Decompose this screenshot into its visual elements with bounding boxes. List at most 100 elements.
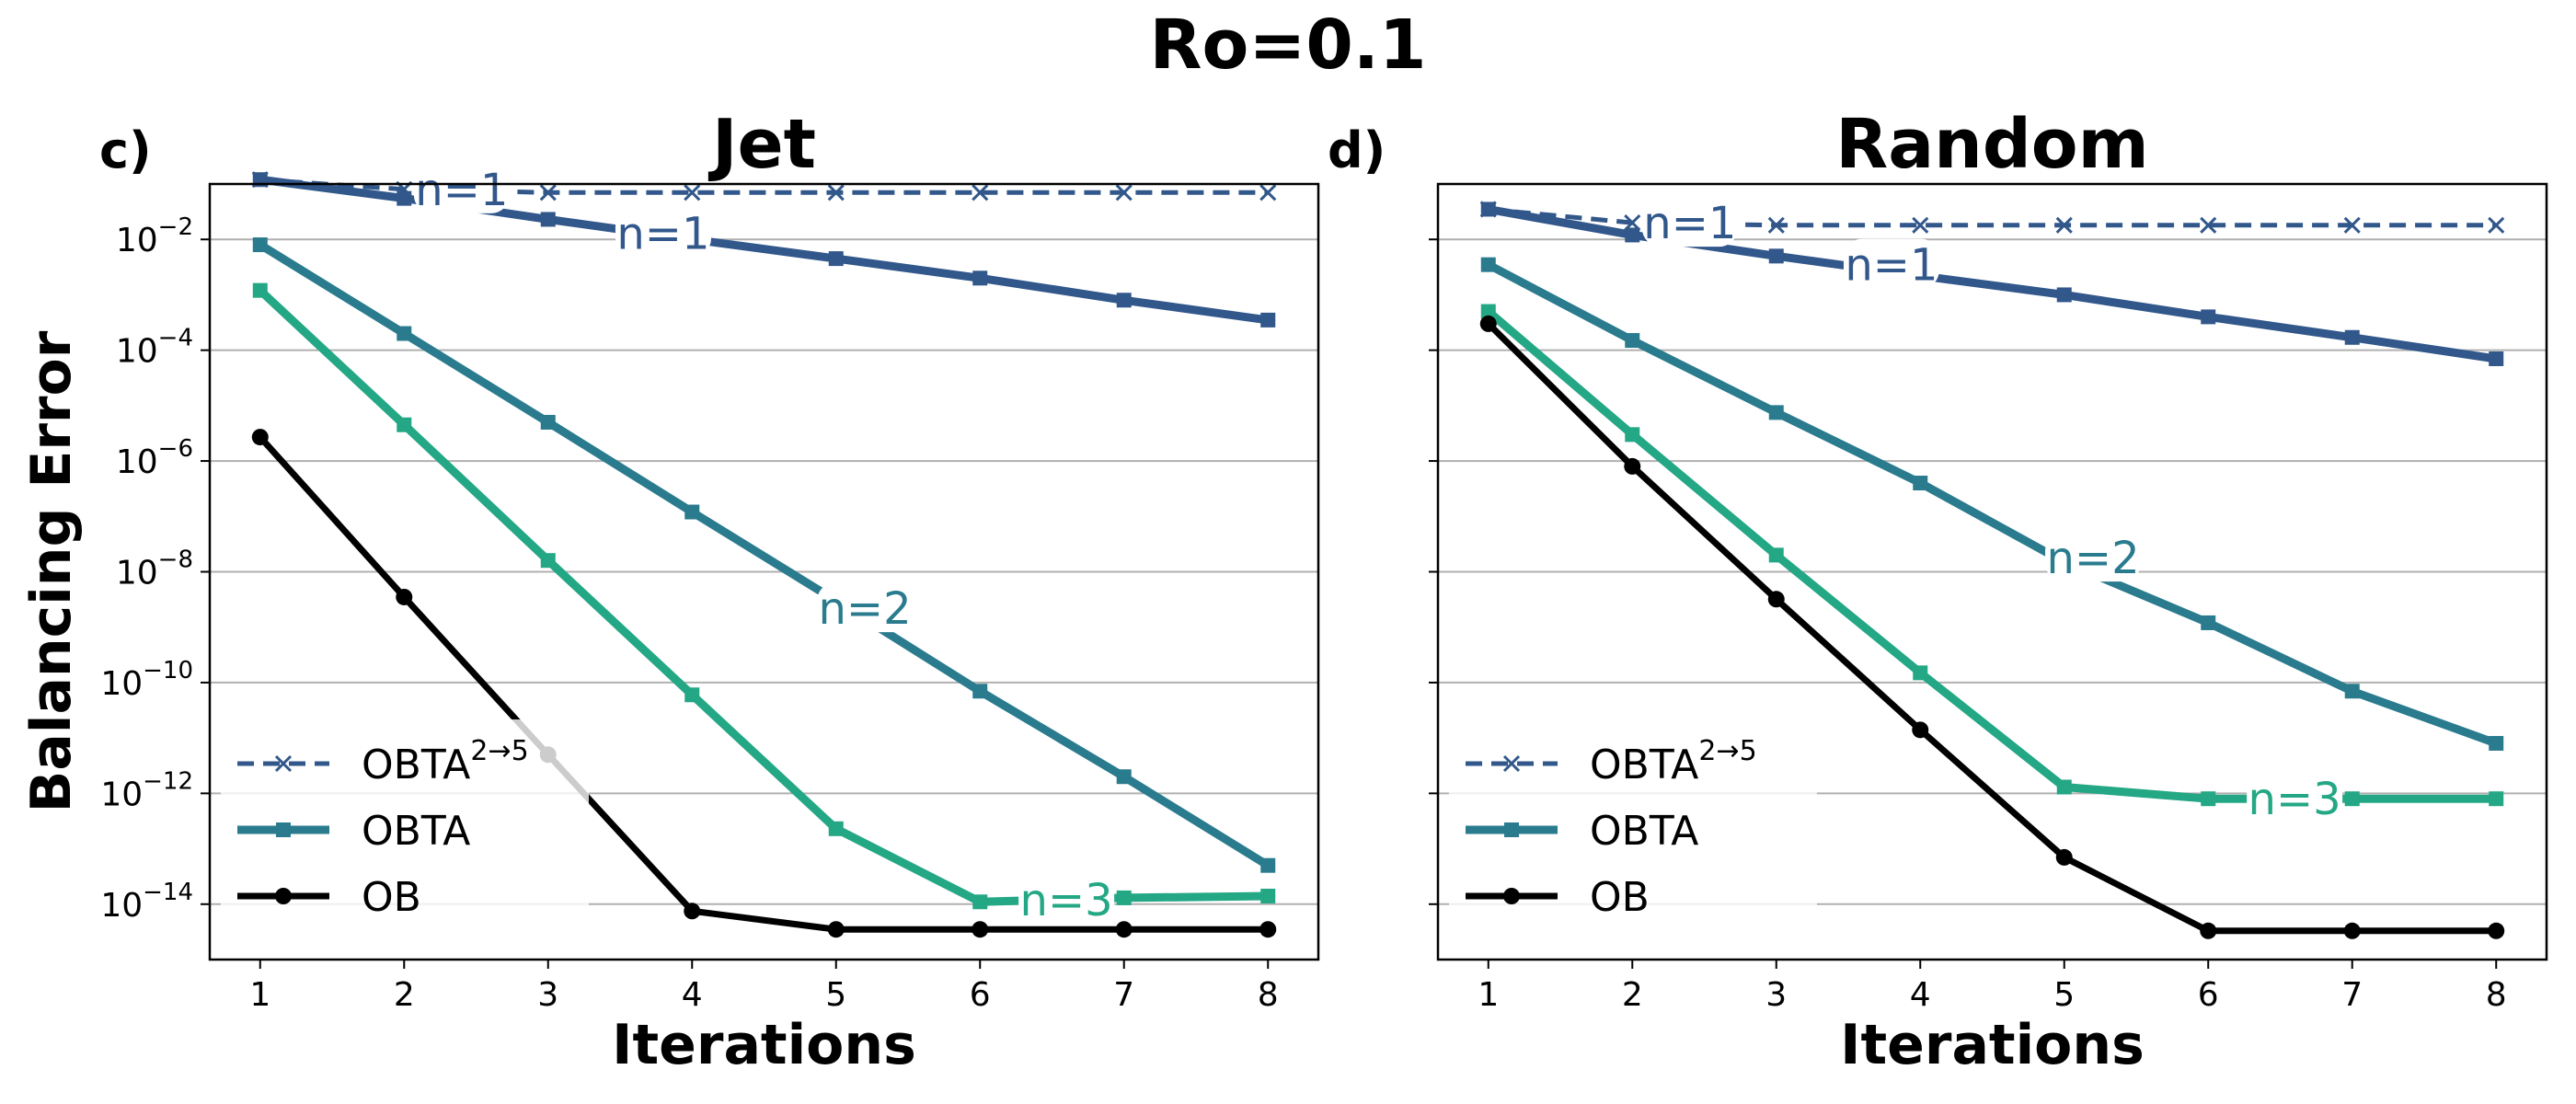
data-point (2343, 922, 2361, 939)
x-tick-label: 7 (2341, 976, 2363, 1014)
data-point (540, 212, 556, 227)
y-tick-label: 10−6 (116, 435, 193, 481)
x-tick-label: 7 (1113, 976, 1134, 1014)
legend-label: OBTA (362, 808, 470, 855)
panel-title: Jet (707, 105, 816, 184)
inline-label: n=2 (818, 583, 911, 635)
inline-label-bg (817, 582, 914, 633)
data-point (1913, 476, 1928, 491)
data-point (2056, 287, 2072, 303)
legend-label: OBTA2→5 (1590, 735, 1757, 788)
y-tick-label: 10−8 (116, 546, 193, 592)
inline-label-bg (1018, 874, 1115, 925)
inline-label-bg (413, 163, 510, 213)
legend-entry: OB (237, 874, 421, 921)
legend-marker (1502, 754, 1521, 773)
inline-label-bg (1641, 197, 1738, 247)
panel-c: 10−2 10−4 10−6 10−8 10−10 10−12 10−14 1 2 3 4 5 6 7 8 n… (19, 105, 1320, 1077)
inline-label: n=3 (1020, 875, 1113, 926)
data-point (1259, 184, 1277, 201)
data-point (828, 821, 844, 836)
legend-entry: OBTA (1466, 808, 1698, 855)
x-tick-label: 3 (1765, 976, 1787, 1014)
data-point (2489, 791, 2504, 807)
data-point (1116, 293, 1132, 308)
data-point (1912, 721, 1929, 739)
data-point (972, 894, 988, 910)
data-point (1259, 921, 1277, 938)
series-3 (1480, 257, 2504, 751)
data-point (684, 687, 700, 703)
data-point (2344, 684, 2360, 699)
x-tick-label: 4 (682, 976, 703, 1014)
inline-label-bg (615, 207, 711, 258)
legend: OBTA2→5 OBTA OB (1449, 719, 1817, 922)
x-axis-label: Iterations (612, 1013, 916, 1077)
data-point (1116, 769, 1132, 785)
data-point (2344, 329, 2360, 345)
data-point (2488, 922, 2505, 939)
x-tick-label: 1 (249, 976, 270, 1014)
data-point (2056, 779, 2072, 795)
panel-label: d) (1328, 121, 1386, 179)
data-point (2055, 216, 2073, 234)
data-point (252, 237, 268, 253)
data-point (1260, 888, 1276, 903)
axes-frame (1436, 182, 2548, 961)
data-point (2489, 735, 2504, 751)
axes-frame (208, 182, 1320, 961)
data-point (827, 184, 845, 201)
data-point (2488, 216, 2505, 234)
data-point (2489, 351, 2504, 366)
data-point (1480, 201, 1496, 217)
data-point (397, 417, 412, 432)
series-5 (1479, 315, 2505, 939)
data-point (1768, 248, 1784, 264)
data-point (2201, 791, 2216, 807)
series-line (1486, 321, 2497, 935)
legend-entry: OBTA2→5 (1466, 735, 1757, 788)
series-5 (251, 429, 1277, 938)
data-point (2200, 922, 2217, 939)
data-point (1625, 227, 1640, 243)
data-point (972, 184, 989, 201)
y-tick-label: 10−2 (116, 213, 193, 259)
legend-entry: OBTA (237, 808, 470, 855)
legend-entry: OB (1466, 874, 1650, 921)
legend-label: OB (362, 874, 421, 921)
panel-title: Random (1835, 105, 2149, 184)
data-point (539, 184, 557, 201)
data-point (2343, 216, 2361, 234)
data-point (2055, 848, 2073, 866)
data-point (1115, 184, 1133, 201)
x-tick-label: 5 (825, 976, 846, 1014)
inline-label-bg (2247, 773, 2343, 823)
inline-label-bg (2045, 532, 2142, 582)
legend: OBTA2→5 OBTA OB (221, 719, 589, 922)
legend-label: OBTA (1590, 808, 1698, 855)
data-point (251, 429, 269, 446)
data-point (540, 414, 556, 430)
figure-title: Ro=0.1 (1150, 6, 1427, 85)
data-point (684, 504, 700, 520)
data-point (1912, 216, 1929, 234)
inline-label: n=1 (1845, 240, 1938, 292)
data-point (1625, 333, 1640, 349)
data-point (540, 553, 556, 569)
inline-label-bg (1843, 238, 1939, 289)
data-point (397, 190, 412, 206)
x-tick-label: 4 (1910, 976, 1931, 1014)
series-line (258, 434, 1269, 933)
data-point (972, 270, 988, 286)
y-tick-label: 10−10 (100, 657, 193, 703)
y-tick-label: 10−4 (116, 325, 193, 371)
data-point (1116, 890, 1132, 905)
data-point (684, 184, 701, 201)
series-line (1486, 260, 2498, 748)
data-point (1913, 665, 1928, 681)
data-point (252, 282, 268, 298)
data-point (1768, 547, 1784, 563)
x-tick-label: 6 (970, 976, 991, 1014)
data-point (1479, 315, 1497, 332)
